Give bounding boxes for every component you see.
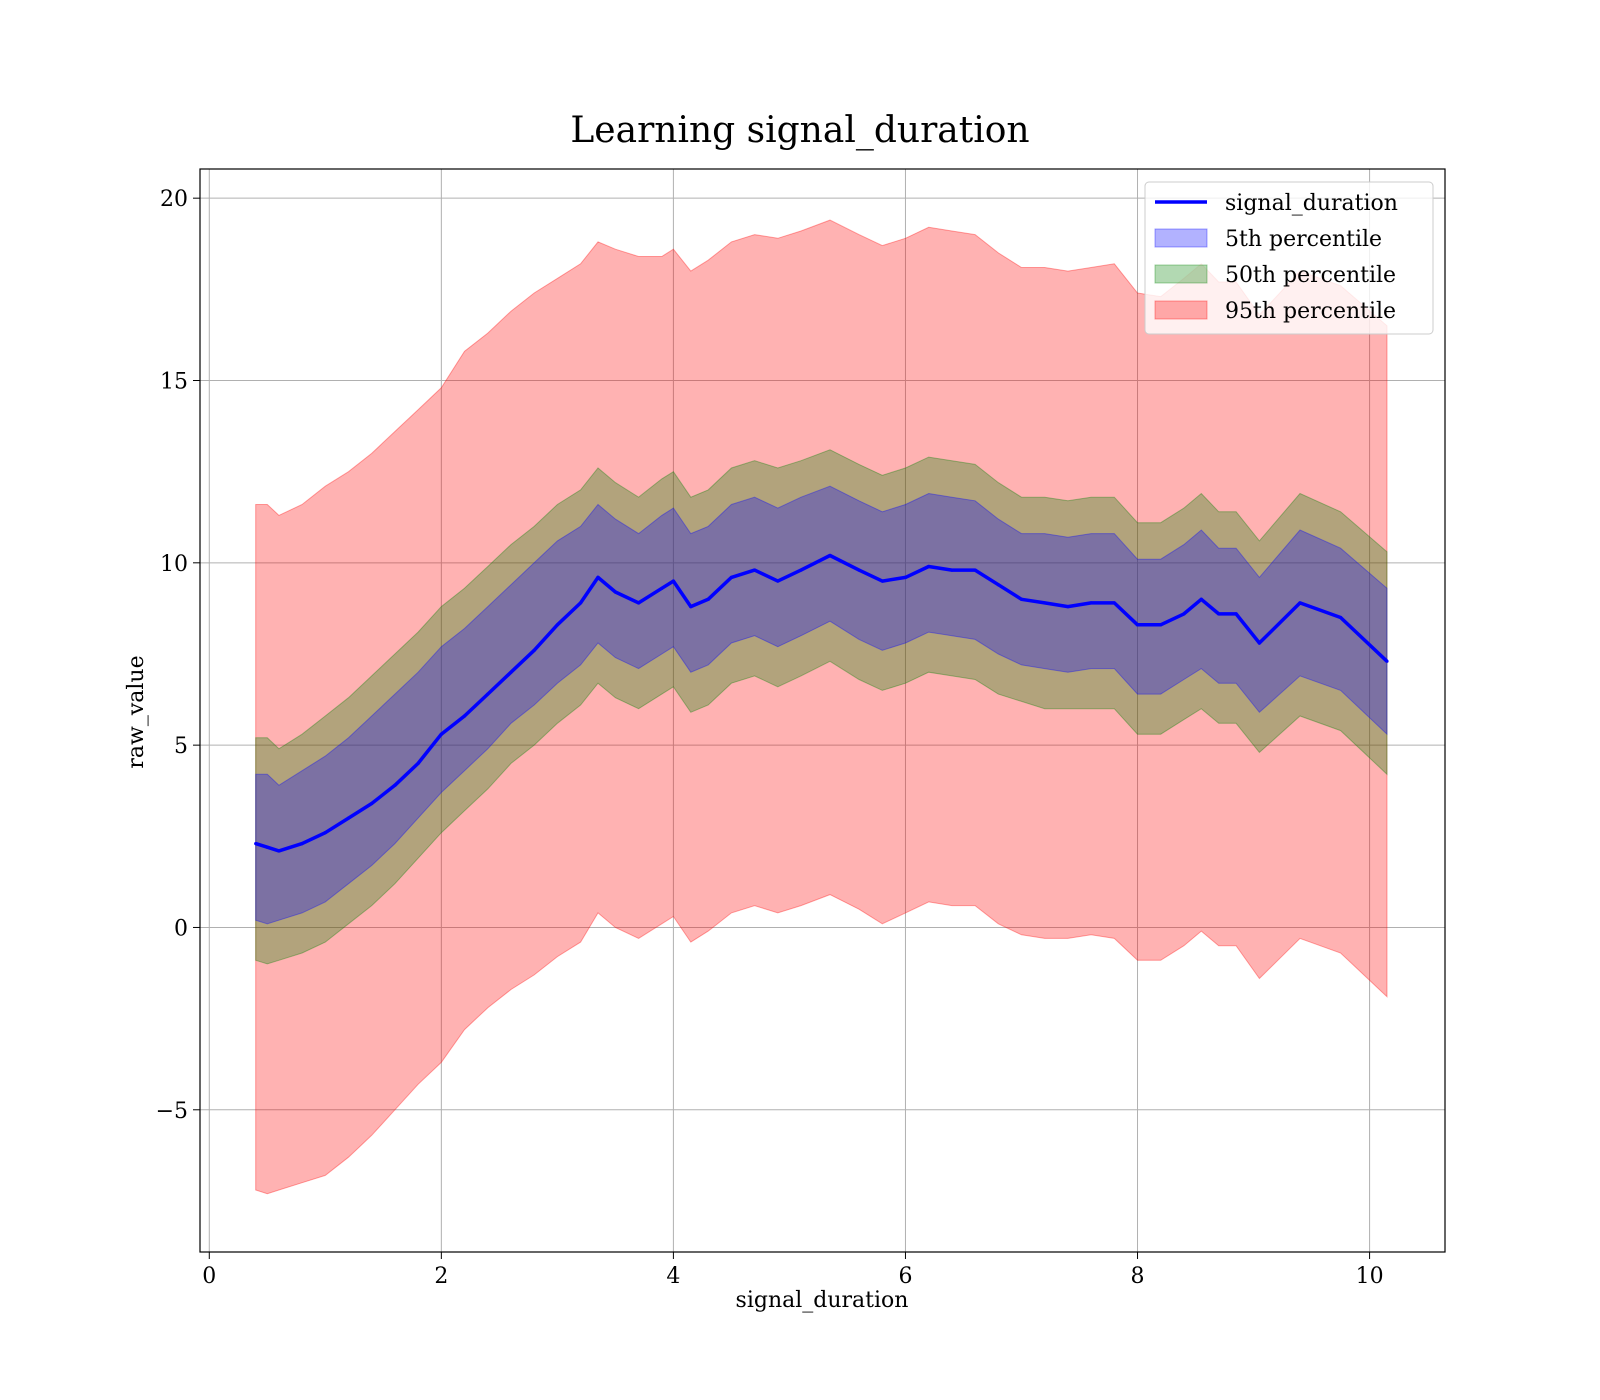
signal-duration-point bbox=[300, 841, 304, 846]
signal-duration-point bbox=[1217, 612, 1221, 616]
x-tick-label: 10 bbox=[1356, 1264, 1384, 1289]
signal-duration-point bbox=[1019, 597, 1024, 601]
signal-duration-point bbox=[393, 783, 397, 787]
axis-ticks: 0 2 4 6 8 10 −5 0 5 10 15 20 bbox=[156, 187, 1384, 1289]
signal-duration-point bbox=[1066, 604, 1070, 609]
legend-label-signal-duration: signal_duration bbox=[1225, 191, 1398, 216]
signal-duration-point bbox=[1089, 601, 1093, 605]
signal-duration-point bbox=[346, 816, 351, 820]
signal-duration-point bbox=[689, 604, 693, 609]
signal-duration-point bbox=[1257, 641, 1261, 645]
y-axis-label: raw_value bbox=[124, 655, 149, 768]
y-tick-label: 15 bbox=[160, 369, 188, 394]
signal-duration-point bbox=[1112, 601, 1116, 605]
signal-duration-point bbox=[532, 648, 536, 652]
signal-duration-point bbox=[439, 732, 443, 736]
signal-duration-point bbox=[950, 568, 954, 572]
signal-duration-point bbox=[462, 714, 467, 718]
y-tick-label: 5 bbox=[174, 734, 188, 759]
signal-duration-point bbox=[509, 670, 513, 674]
signal-duration-point bbox=[706, 597, 710, 601]
signal-duration-point bbox=[799, 568, 803, 572]
signal-duration-point bbox=[973, 568, 977, 572]
grid bbox=[200, 169, 1445, 1252]
signal-duration-point bbox=[277, 849, 281, 853]
y-tick-label: 0 bbox=[174, 916, 188, 941]
signal-duration-point bbox=[1135, 623, 1140, 627]
signal-duration-point bbox=[753, 568, 757, 572]
signal-duration-point bbox=[828, 553, 832, 558]
percentile-bands bbox=[255, 219, 1388, 1195]
x-tick-label: 6 bbox=[898, 1264, 912, 1289]
signal-duration-point bbox=[1159, 623, 1163, 627]
signal-duration-point bbox=[613, 590, 617, 594]
legend-label-50th-percentile: 50th percentile bbox=[1225, 263, 1396, 288]
signal-duration-point bbox=[857, 568, 861, 572]
signal-duration-point bbox=[254, 841, 258, 846]
signal-duration-point bbox=[578, 601, 583, 605]
y-tick-label: −5 bbox=[156, 1099, 188, 1124]
x-tick-label: 4 bbox=[666, 1264, 680, 1289]
legend-box bbox=[1144, 181, 1434, 335]
signal-duration-point bbox=[996, 583, 1000, 587]
signal-duration-point bbox=[776, 579, 780, 583]
signal-duration-point bbox=[265, 845, 269, 849]
chart-title: Learning signal_duration bbox=[570, 110, 1029, 151]
signal-duration-point bbox=[880, 579, 884, 583]
signal-duration-point bbox=[596, 575, 600, 580]
y-tick-label: 10 bbox=[160, 552, 188, 577]
50th-percentile-band bbox=[255, 449, 1388, 965]
x-tick-label: 0 bbox=[202, 1264, 216, 1289]
signal-duration-point bbox=[370, 801, 374, 806]
x-tick-label: 2 bbox=[434, 1264, 448, 1289]
legend-swatch-95th-percentile bbox=[1154, 300, 1208, 320]
signal-duration-point bbox=[729, 575, 734, 580]
signal-duration-point bbox=[416, 761, 420, 765]
legend: signal_duration 5th percentile 50th percen… bbox=[1144, 181, 1434, 335]
legend-label-5th-percentile: 5th percentile bbox=[1225, 227, 1382, 252]
signal-duration-point bbox=[671, 579, 676, 583]
signal-duration-point bbox=[555, 623, 559, 627]
legend-swatch-5th-percentile bbox=[1154, 228, 1208, 248]
signal-duration-point bbox=[1043, 601, 1047, 605]
x-axis-label: signal_duration bbox=[736, 1288, 909, 1313]
signal-duration-point bbox=[660, 586, 664, 590]
signal-duration-point bbox=[1298, 601, 1302, 605]
signal-duration-line bbox=[255, 553, 1389, 853]
signal-line-layer bbox=[254, 553, 1389, 853]
plot-frame bbox=[199, 168, 1446, 1253]
signal-duration-point bbox=[486, 692, 490, 696]
legend-label-95th-percentile: 95th percentile bbox=[1225, 299, 1396, 324]
signal-duration-point bbox=[323, 831, 327, 835]
signal-duration-point bbox=[1182, 612, 1186, 616]
legend-swatch-50th-percentile bbox=[1154, 264, 1208, 284]
signal-duration-point bbox=[1199, 597, 1203, 601]
signal-duration-point bbox=[1338, 615, 1343, 620]
signal-duration-point bbox=[1234, 612, 1238, 616]
signal-duration-point bbox=[927, 564, 931, 569]
signal-duration-point bbox=[903, 575, 908, 580]
5th-percentile-band bbox=[255, 485, 1388, 925]
signal-duration-point bbox=[636, 601, 641, 605]
y-tick-label: 20 bbox=[160, 187, 188, 212]
x-tick-label: 8 bbox=[1131, 1264, 1145, 1289]
signal-duration-point bbox=[1385, 659, 1389, 663]
95th-percentile-band bbox=[255, 219, 1388, 1195]
